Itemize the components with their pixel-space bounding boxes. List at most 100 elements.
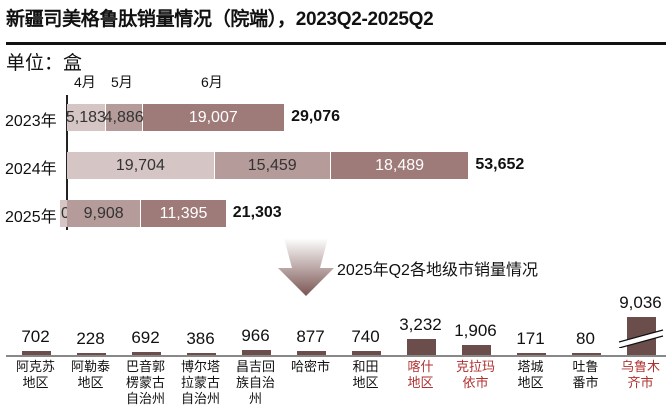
region-bar xyxy=(462,345,491,355)
region-label-line: 喀什 xyxy=(407,359,434,374)
region-label-line: 番市 xyxy=(572,375,599,390)
region-label-line: 萨克自 xyxy=(668,375,672,391)
y-tick-label: 2025年 xyxy=(5,209,57,226)
y-tick-label: 2024年 xyxy=(5,161,57,178)
region-column: 1,906 克拉玛 依市 xyxy=(448,300,503,415)
region-label-line: 齐市 xyxy=(627,375,654,390)
total-label: 29,076 xyxy=(291,108,340,125)
region-label: 昌吉回 族自治州 xyxy=(228,359,283,407)
bar-segment-5m: 15,459 xyxy=(214,152,331,179)
bar-segment-4m: 5,183 xyxy=(66,104,106,131)
bar-segment-6m: 19,007 xyxy=(142,104,286,131)
region-bar xyxy=(242,350,271,355)
down-arrow-icon xyxy=(278,238,334,296)
legend-apr: 4月 xyxy=(74,74,96,90)
region-label: 伊犁哈萨克自治州 xyxy=(668,359,672,407)
subtitle: 2025年Q2各地级市销量情况 xyxy=(337,262,538,279)
region-column: 740 和田 地区 xyxy=(338,300,393,415)
region-label-line: 族自治 xyxy=(235,375,275,390)
y-axis xyxy=(66,95,68,230)
region-value-label: 1,907 xyxy=(658,321,672,341)
region-label: 克拉玛 依市 xyxy=(448,359,503,391)
region-label-line: 乌鲁木 xyxy=(620,359,660,374)
region-bar xyxy=(297,350,326,355)
bar-segment-5m: 4,886 xyxy=(104,104,144,131)
region-value-label: 9,036 xyxy=(619,293,662,312)
title-rule xyxy=(6,42,666,45)
region-bar xyxy=(22,351,51,355)
region-label: 塔城 地区 xyxy=(503,359,558,391)
region-bar xyxy=(352,351,381,355)
region-label: 乌鲁木 齐市 xyxy=(613,359,668,391)
region-bar xyxy=(407,338,436,355)
region-column: 228 阿勒泰 地区 xyxy=(63,300,118,415)
region-column: 386 博尔塔 拉蒙古 自治州 xyxy=(173,300,228,415)
region-label-line: 自治州 xyxy=(125,391,165,406)
region-column: 877 哈密市 xyxy=(283,300,338,415)
region-value-label: 3,232 xyxy=(399,314,442,334)
region-label-line: 依市 xyxy=(462,375,489,390)
region-value-label: 80 xyxy=(576,329,595,348)
baseline xyxy=(6,355,666,357)
region-bar xyxy=(517,353,546,355)
region-label-line: 博尔塔 xyxy=(180,359,220,374)
region-label: 吐鲁 番市 xyxy=(558,359,613,391)
region-label-line: 治州 xyxy=(668,391,672,407)
region-label-line: 地区 xyxy=(407,375,434,390)
bar-segment-5m: 9,908 xyxy=(67,200,142,227)
region-column: 966 昌吉回 族自治州 xyxy=(228,300,283,415)
y-tick-label: 2023年 xyxy=(5,113,57,130)
region-column: 3,232 喀什 地区 xyxy=(393,300,448,415)
region-label: 喀什 地区 xyxy=(393,359,448,391)
region-label-line: 拉蒙古 xyxy=(180,375,220,390)
region-label: 博尔塔 拉蒙古 自治州 xyxy=(173,359,228,407)
region-value-label: 386 xyxy=(186,329,215,348)
region-label-line: 地区 xyxy=(77,375,104,390)
chart-title: 新疆司美格鲁肽销量情况（院端），2023Q2-2025Q2 xyxy=(6,9,434,30)
region-label: 巴音郭 楞蒙古 自治州 xyxy=(118,359,173,407)
region-label-line: 巴音郭 xyxy=(125,359,165,374)
region-value-label: 702 xyxy=(21,327,50,347)
region-value-label: 228 xyxy=(76,329,105,348)
region-column: 171 塔城 地区 xyxy=(503,300,558,415)
region-column: 1,907伊犁哈萨克自治州 xyxy=(668,300,672,415)
region-bar xyxy=(572,353,601,355)
region-label-line: 州 xyxy=(248,391,262,406)
region-bar xyxy=(187,353,216,355)
region-label-line: 阿克苏 xyxy=(15,359,55,374)
region-label: 阿克苏 地区 xyxy=(8,359,63,391)
region-column: 80 吐鲁 番市 xyxy=(558,300,613,415)
region-label-line: 地区 xyxy=(517,375,544,390)
region-value-label: 740 xyxy=(351,327,380,347)
region-label-line: 伊犁哈 xyxy=(668,359,672,375)
region-bar xyxy=(132,351,161,355)
legend-jun: 6月 xyxy=(201,74,223,90)
region-label-line: 地区 xyxy=(22,375,49,390)
legend-may: 5月 xyxy=(111,74,133,90)
total-label: 21,303 xyxy=(232,204,282,221)
region-label-line: 昌吉回 xyxy=(235,359,275,374)
region-label: 阿勒泰 地区 xyxy=(63,359,118,391)
region-label-line: 地区 xyxy=(352,375,379,390)
region-column: 692 巴音郭 楞蒙古 自治州 xyxy=(118,300,173,415)
bar-segment-6m: 11,395 xyxy=(141,200,227,227)
region-column: 702 阿克苏 地区 xyxy=(8,300,63,415)
region-label-line: 和田 xyxy=(352,359,379,374)
region-label-line: 克拉玛 xyxy=(455,359,495,374)
region-label-line: 阿勒泰 xyxy=(70,359,110,374)
region-value-label: 966 xyxy=(241,326,270,346)
region-label: 和田 地区 xyxy=(338,359,393,391)
region-column: 9,036 乌鲁木 齐市 xyxy=(613,293,668,415)
region-label-line: 哈密市 xyxy=(290,359,330,374)
region-value-label: 171 xyxy=(516,329,545,348)
region-label-line: 塔城 xyxy=(517,359,544,374)
region-value-label: 1,906 xyxy=(454,321,497,341)
region-value-label: 877 xyxy=(296,326,325,346)
region-label: 哈密市 xyxy=(283,359,338,375)
region-label-line: 吐鲁 xyxy=(572,359,599,374)
total-label: 53,652 xyxy=(475,156,525,173)
unit-label: 单位：盒 xyxy=(6,53,83,74)
region-bar xyxy=(77,353,106,355)
bar-segment-4m: 19,704 xyxy=(67,152,215,179)
